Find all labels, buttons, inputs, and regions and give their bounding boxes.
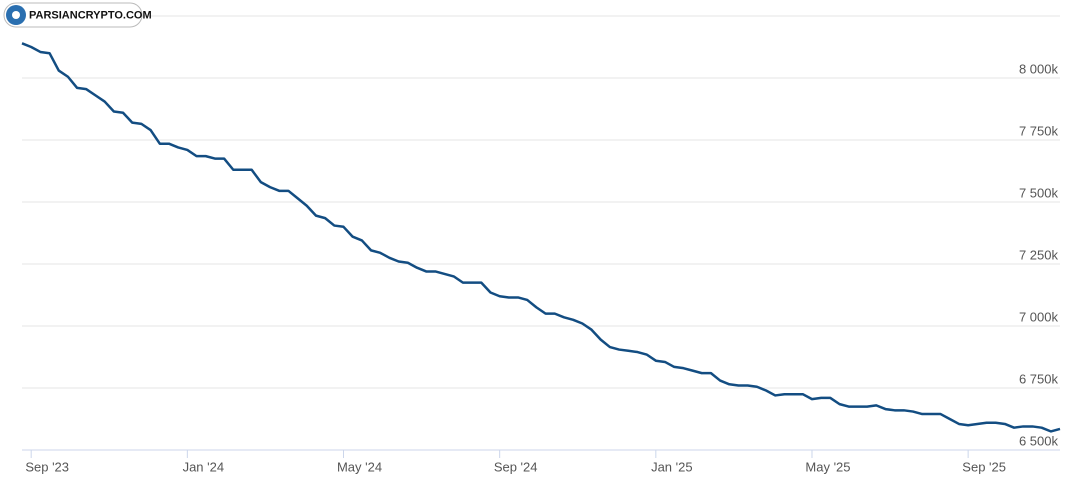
y-tick-label: 7 500k bbox=[1019, 185, 1059, 200]
y-tick-label: 7 750k bbox=[1019, 123, 1059, 138]
y-tick-label: 7 000k bbox=[1019, 309, 1059, 324]
watermark-logo-dot bbox=[12, 11, 20, 19]
x-tick-label: Sep '23 bbox=[25, 459, 69, 474]
watermark-badge: PARSIANCRYPTO.COM bbox=[3, 2, 152, 28]
x-tick-label: Jan '24 bbox=[183, 459, 225, 474]
x-tick-label: May '25 bbox=[805, 459, 850, 474]
x-tick-label: May '24 bbox=[337, 459, 382, 474]
y-tick-label: 8 000k bbox=[1019, 61, 1059, 76]
series-line bbox=[21, 42, 1061, 433]
y-tick-label: 6 500k bbox=[1019, 433, 1059, 448]
y-tick-label: 6 750k bbox=[1019, 371, 1059, 386]
x-tick-label: Sep '25 bbox=[962, 459, 1006, 474]
x-tick-label: Sep '24 bbox=[494, 459, 538, 474]
x-tick-label: Jan '25 bbox=[651, 459, 693, 474]
y-tick-label: 7 250k bbox=[1019, 247, 1059, 262]
watermark: PARSIANCRYPTO.COM bbox=[29, 9, 152, 21]
watermark-bg bbox=[3, 2, 143, 28]
